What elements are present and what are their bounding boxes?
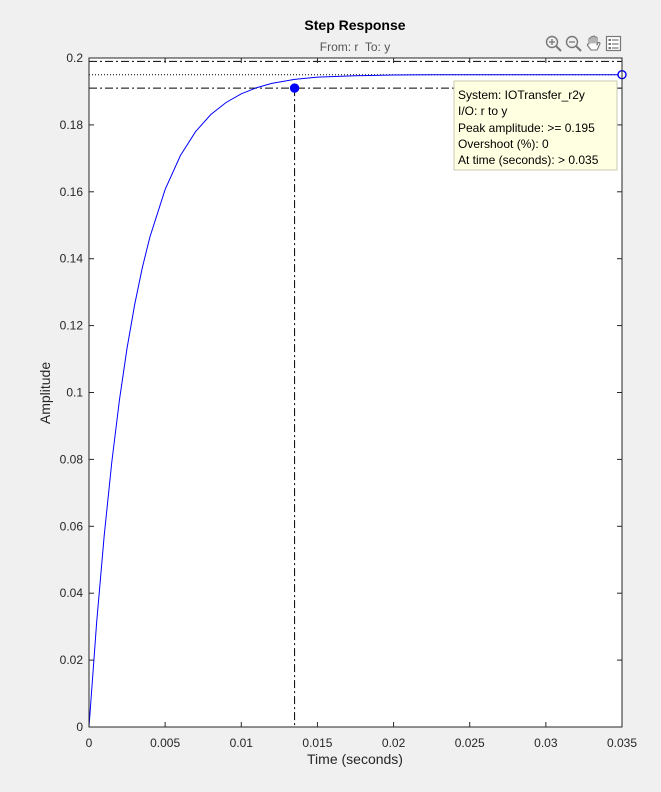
step-response-line [88, 74, 622, 728]
chart-title: Step Response [304, 17, 405, 33]
zoom-in-icon[interactable] [544, 34, 563, 53]
y-tick-label: 0.06 [60, 519, 84, 533]
x-tick-label: 0.005 [150, 736, 180, 750]
x-tick-label: 0.02 [382, 736, 406, 750]
y-tick-label: 0.18 [60, 118, 84, 132]
datatip-box [453, 80, 618, 171]
axes-toolbar [544, 34, 624, 54]
datatip-line-io: I/O: r to y [458, 104, 507, 118]
series-layer [88, 74, 622, 728]
pan-hand-icon[interactable] [584, 34, 603, 53]
settling-time-marker[interactable] [289, 83, 300, 93]
y-tick-label: 0 [76, 720, 83, 734]
x-tick-label: 0.025 [455, 736, 485, 750]
y-tick-label: 0.04 [60, 586, 84, 600]
x-axis-label: Time (seconds) [307, 751, 403, 767]
y-tick-label: 0.02 [60, 653, 84, 667]
y-tick-label: 0.16 [60, 185, 84, 199]
y-tick-label: 0.1 [66, 386, 83, 400]
x-tick-label: 0.015 [302, 736, 332, 750]
chart-subtitle: From: r To: y [320, 40, 390, 54]
datatip-line-system: System: IOTransfer_r2y [458, 88, 585, 102]
y-tick-label: 0.12 [60, 319, 84, 333]
data-cursor-icon[interactable] [604, 34, 623, 53]
datatip-line-time: At time (seconds): > 0.035 [458, 153, 599, 167]
x-tick-label: 0 [86, 736, 93, 750]
datatip-line-peak: Peak amplitude: >= 0.195 [458, 121, 595, 135]
y-tick-label: 0.2 [66, 51, 83, 65]
x-tick-label: 0.01 [230, 736, 254, 750]
zoom-out-icon[interactable] [564, 34, 583, 53]
y-axis-label: Amplitude [37, 362, 53, 424]
x-tick-label: 0.035 [607, 736, 637, 750]
ticks-layer: 0 0.005 0.01 0.015 0.02 0.025 0.03 0.035 0 0.02 0.… [60, 51, 638, 750]
datatip-line-overshoot: Overshoot (%): 0 [458, 137, 549, 151]
datatip[interactable]: System: IOTransfer_r2y I/O: r to y Peak … [453, 80, 618, 171]
x-tick-label: 0.03 [534, 736, 558, 750]
y-tick-label: 0.08 [60, 452, 84, 466]
y-tick-label: 0.14 [60, 252, 84, 266]
